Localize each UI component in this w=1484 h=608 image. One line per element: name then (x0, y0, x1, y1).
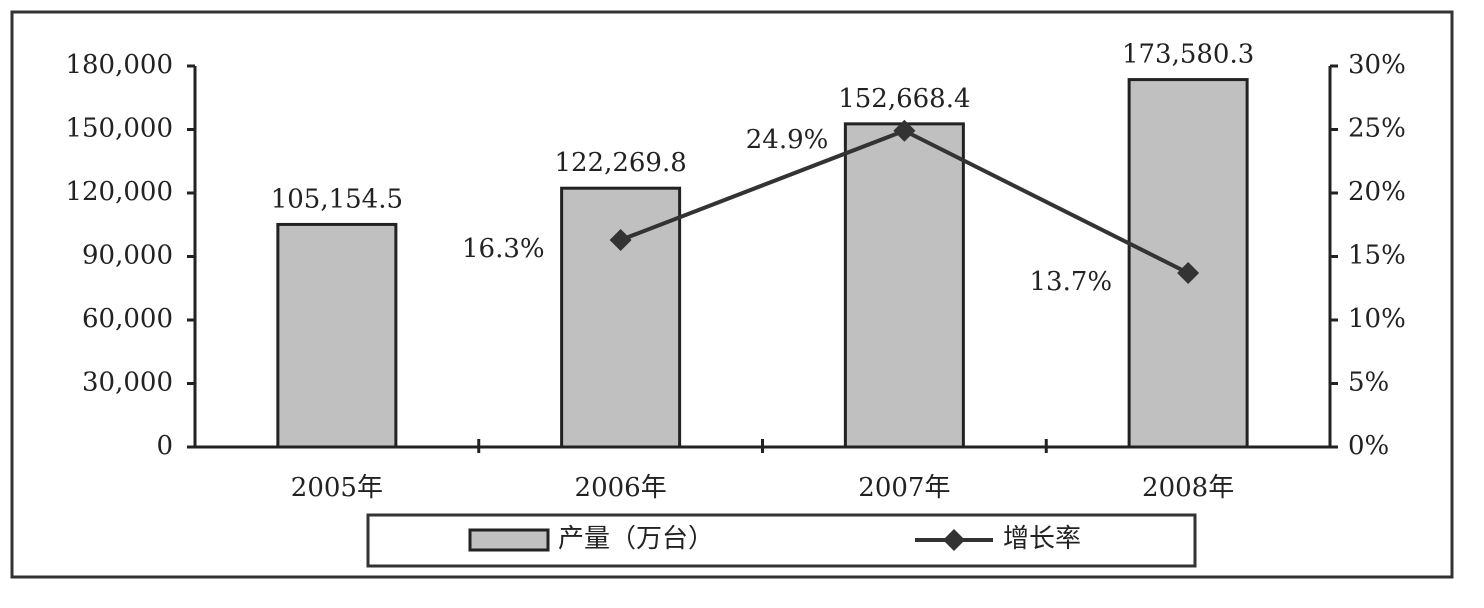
y2-tick-label: 10% (1348, 304, 1406, 334)
marker (893, 119, 916, 142)
bar (843, 122, 965, 449)
legend-marker (943, 529, 965, 551)
bar (276, 222, 398, 449)
y-tick-label: 180,000 (65, 50, 173, 80)
y2-tick-label: 0% (1348, 431, 1389, 461)
value-label: 13.7% (1030, 267, 1113, 297)
y2-tick-label: 15% (1348, 241, 1406, 271)
marker (1177, 262, 1200, 285)
value-label: 24.9% (746, 125, 829, 155)
legend-label: 产量（万台） (558, 524, 714, 554)
y2-tick-label: 25% (1348, 114, 1406, 144)
x-tick-label: 2008年 (1142, 473, 1234, 503)
x-tick-label: 2005年 (291, 473, 383, 503)
y-tick-label: 0 (156, 431, 173, 461)
value-label: 152,668.4 (838, 84, 970, 114)
value-label: 122,269.8 (554, 148, 686, 178)
x-tick-label: 2007年 (858, 473, 950, 503)
y-tick-label: 30,000 (82, 368, 173, 398)
marker (609, 228, 632, 251)
y-tick-label: 90,000 (82, 241, 173, 271)
legend-label: 增长率 (1003, 524, 1081, 554)
y-tick-label: 150,000 (65, 114, 173, 144)
y-tick-label: 60,000 (82, 304, 173, 334)
bar (560, 186, 682, 449)
y2-tick-label: 30% (1348, 50, 1406, 80)
y-tick-label: 120,000 (65, 177, 173, 207)
legend-swatch (468, 528, 550, 552)
value-label: 16.3% (462, 234, 545, 264)
y2-tick-label: 5% (1348, 368, 1389, 398)
value-label: 105,154.5 (271, 184, 403, 214)
y2-tick-label: 20% (1348, 177, 1406, 207)
x-tick-label: 2006年 (575, 473, 667, 503)
value-label: 173,580.3 (1122, 40, 1254, 70)
